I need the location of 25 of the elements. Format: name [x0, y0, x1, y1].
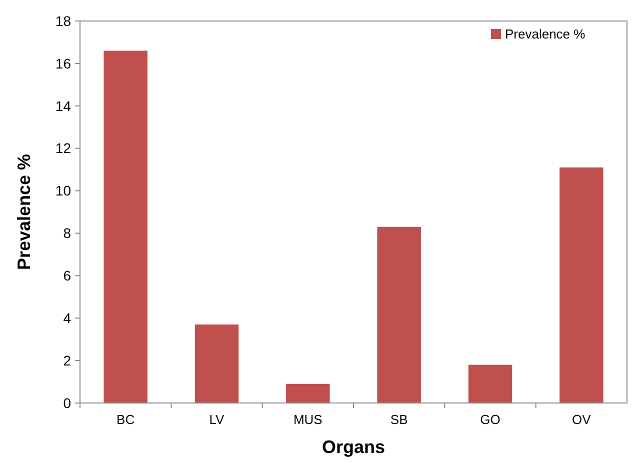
y-tick-label: 8 — [63, 225, 72, 242]
x-axis-title: Organs — [322, 437, 386, 457]
y-tick-label: 2 — [63, 352, 72, 368]
y-tick-label: 6 — [63, 268, 72, 284]
y-tick-label: 16 — [55, 55, 72, 72]
bar — [104, 50, 148, 403]
legend-label: Prevalence % — [505, 26, 586, 42]
x-tick-label: SB — [390, 412, 408, 427]
y-tick-label: 10 — [55, 182, 72, 199]
x-tick-label: OV — [572, 412, 592, 427]
x-tick-label: LV — [209, 412, 225, 427]
x-tick-label: MUS — [293, 412, 323, 427]
y-tick-label: 12 — [55, 140, 72, 156]
x-tick-label: GO — [480, 412, 500, 427]
bar — [377, 226, 421, 403]
bar — [468, 364, 512, 403]
bar — [286, 384, 330, 403]
bar — [194, 324, 239, 403]
y-tick-label: 4 — [63, 310, 72, 326]
bar — [560, 167, 604, 403]
y-tick-label: 14 — [55, 98, 72, 114]
y-tick-label: 0 — [63, 394, 72, 411]
y-axis-title: Prevalence % — [14, 154, 34, 270]
x-tick-label: BC — [116, 412, 135, 427]
y-tick-label: 18 — [55, 12, 72, 29]
